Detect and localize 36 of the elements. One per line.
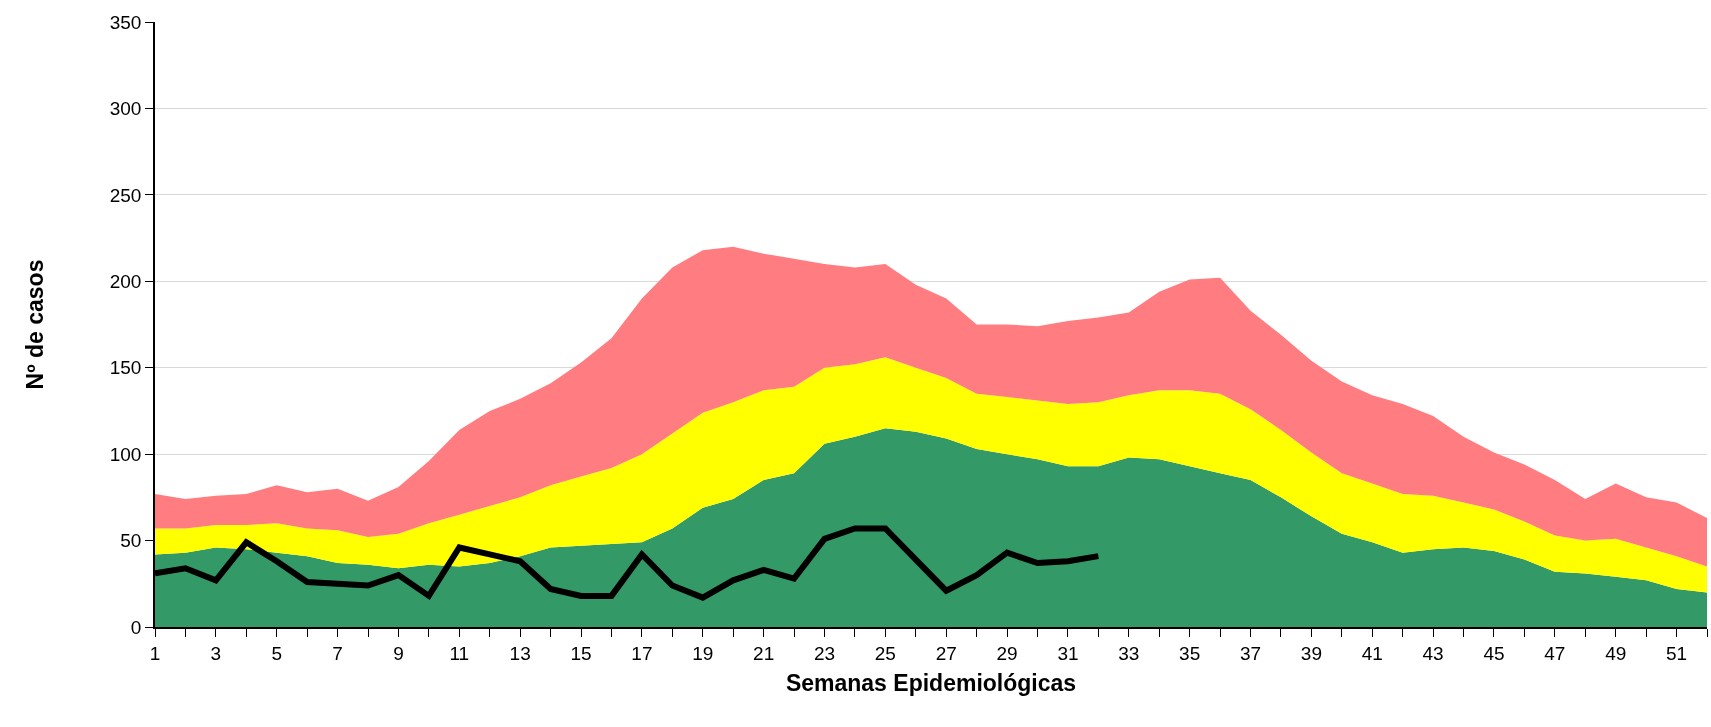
x-axis-title: Semanas Epidemiológicas xyxy=(785,669,1077,696)
x-tick-label: 37 xyxy=(1239,642,1262,664)
y-tick-label: 150 xyxy=(109,357,142,379)
x-tick-label: 1 xyxy=(149,642,161,664)
x-tick-label: 7 xyxy=(332,642,343,664)
x-tick-label: 47 xyxy=(1544,642,1566,664)
y-tick-label: 250 xyxy=(109,184,142,206)
x-tick-label: 49 xyxy=(1605,642,1627,664)
x-tick-label: 17 xyxy=(631,642,653,664)
x-tick-label: 19 xyxy=(692,642,714,664)
x-tick-label: 51 xyxy=(1666,642,1688,664)
x-tick-label: 45 xyxy=(1483,642,1505,664)
x-tick-label: 21 xyxy=(753,642,775,664)
x-tick-label: 13 xyxy=(509,642,531,664)
x-tick-label: 5 xyxy=(271,642,283,664)
y-tick-label: 100 xyxy=(109,443,142,465)
x-tick-label: 11 xyxy=(449,642,470,664)
y-tick-label: 200 xyxy=(109,270,142,292)
x-tick-label: 9 xyxy=(393,642,404,664)
y-tick-label: 50 xyxy=(120,530,142,552)
y-axis-title: Nº de casos xyxy=(21,259,48,390)
y-tick-label: 350 xyxy=(109,11,142,33)
x-tick-label: 23 xyxy=(813,642,836,664)
y-tick-label: 0 xyxy=(130,616,142,638)
x-tick-label: 33 xyxy=(1118,642,1140,664)
x-tick-label: 35 xyxy=(1179,642,1201,664)
x-tick-label: 15 xyxy=(570,642,592,664)
x-tick-label: 31 xyxy=(1057,642,1079,664)
x-tick-label: 43 xyxy=(1422,642,1444,664)
y-tick-label: 300 xyxy=(109,98,142,120)
x-tick-label: 39 xyxy=(1300,642,1322,664)
x-tick-label: 3 xyxy=(210,642,222,664)
x-tick-label: 27 xyxy=(935,642,957,664)
x-tick-label: 29 xyxy=(996,642,1018,664)
x-tick-label: 25 xyxy=(874,642,896,664)
x-tick-label: 41 xyxy=(1361,642,1383,664)
